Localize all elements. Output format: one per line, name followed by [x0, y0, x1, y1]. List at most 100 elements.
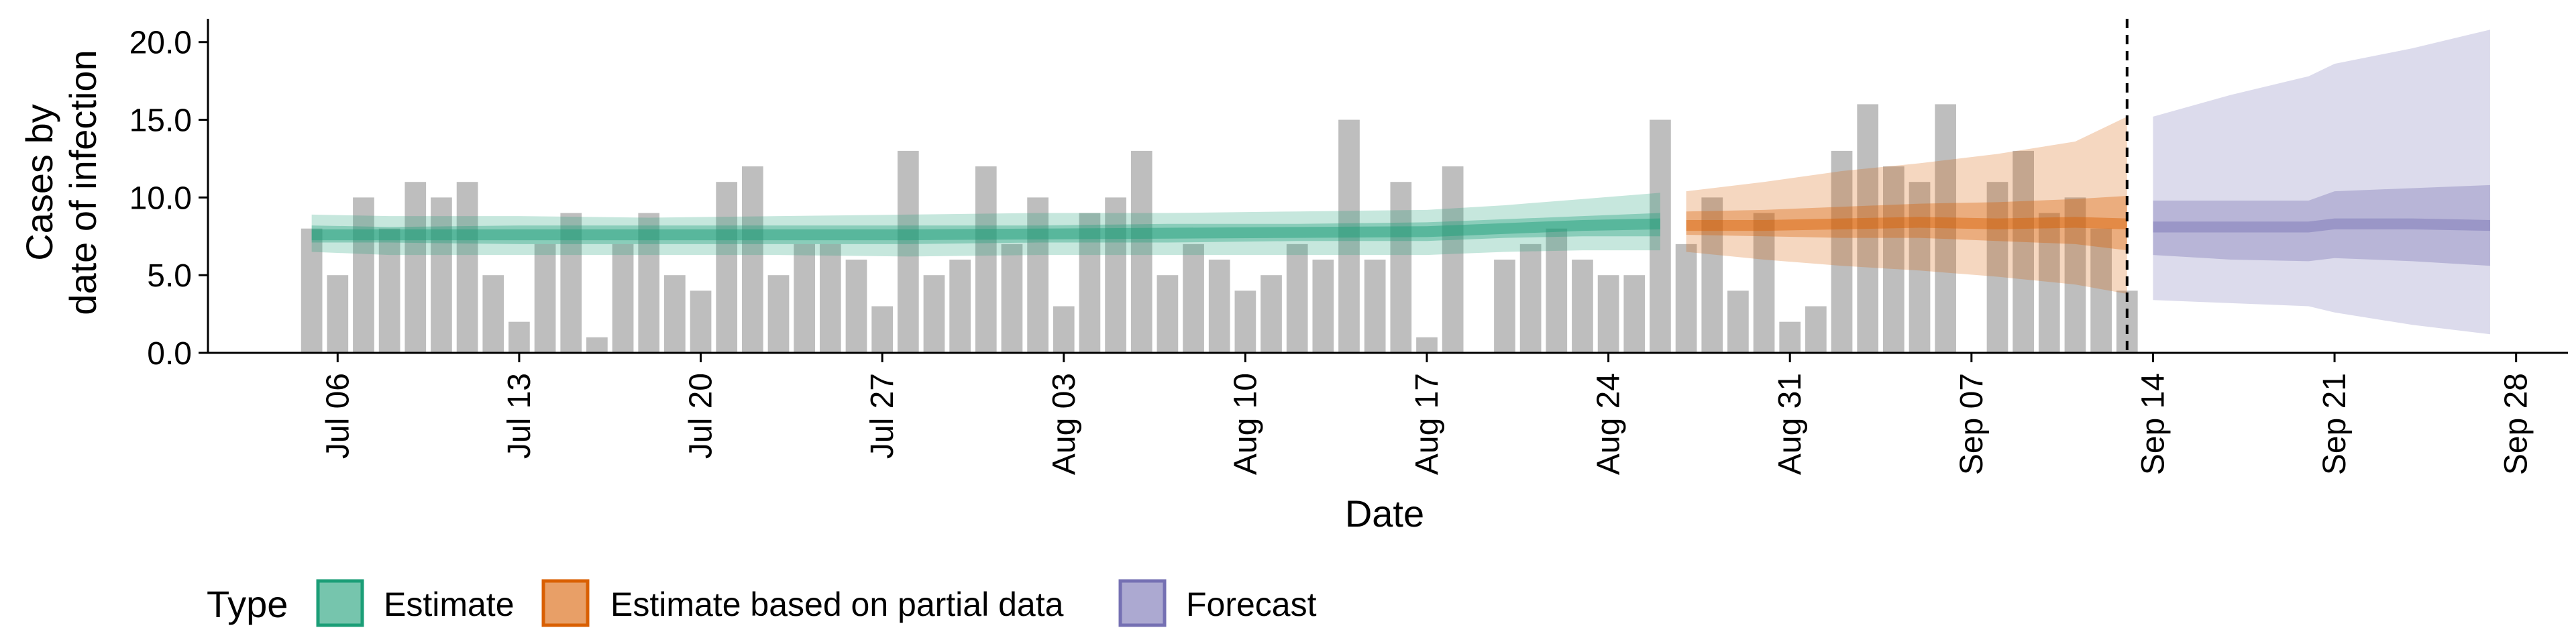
case-bar	[1494, 260, 1515, 353]
x-tick-label: Jul 27	[865, 373, 900, 459]
estimate-inner-ribbon	[311, 213, 1660, 244]
case-bar	[1883, 166, 1904, 353]
case-bar	[534, 244, 556, 353]
y-tick-label: 5.0	[147, 258, 192, 294]
case-bar	[1130, 150, 1152, 353]
legend-label-partial: Estimate based on partial data	[610, 586, 1064, 623]
case-bar	[1753, 213, 1775, 353]
plot-area	[301, 19, 2491, 353]
forecast-outer-ribbon	[2153, 30, 2491, 335]
legend-key-estimate	[316, 579, 364, 627]
x-tick-label: Aug 31	[1772, 373, 1808, 475]
case-bar	[1831, 150, 1853, 353]
case-bar	[819, 244, 841, 353]
case-bar	[378, 228, 400, 353]
forecast-inner-ribbon	[2153, 184, 2491, 266]
case-bar	[1416, 337, 1438, 353]
case-bar	[2038, 213, 2060, 353]
case-bar	[405, 182, 427, 353]
case-bar	[741, 166, 763, 353]
case-bar	[1727, 290, 1749, 353]
axes: 0.0 5.0 10.0 15.0 20.0 Jul 06 Jul 13 Jul 20 Jul …	[129, 19, 2568, 475]
case-bar	[431, 197, 452, 353]
estimate-median-band	[311, 218, 1660, 241]
case-bar	[975, 166, 997, 353]
case-bar	[586, 337, 608, 353]
case-bar	[845, 260, 867, 353]
case-bar	[1079, 213, 1101, 353]
case-bar	[1312, 260, 1334, 353]
x-tick-label: Aug 24	[1591, 373, 1627, 475]
case-bar	[1546, 228, 1568, 353]
estimate-based-on-partial-data-inner-ribbon	[1686, 196, 2127, 251]
case-bar	[327, 275, 349, 353]
case-bar	[1001, 244, 1023, 353]
x-tick-label: Jul 13	[502, 373, 537, 459]
case-bar	[482, 275, 504, 353]
case-bar	[1183, 244, 1204, 353]
case-bar	[1519, 244, 1542, 353]
case-bar	[2064, 197, 2086, 353]
legend-key-forecast	[1118, 579, 1167, 627]
case-bar	[1338, 119, 1360, 353]
case-bar	[1779, 321, 1801, 353]
case-bar	[1650, 119, 1671, 353]
case-bar	[1597, 275, 1619, 353]
x-tick-label: Jul 20	[684, 373, 719, 459]
case-bar	[949, 260, 971, 353]
case-bar	[301, 228, 323, 353]
case-bar	[353, 197, 374, 353]
case-bar	[794, 244, 816, 353]
y-axis-label-line-2: date of infection	[62, 50, 104, 315]
case-bar	[1572, 260, 1593, 353]
x-tick-label: Sep 14	[2135, 373, 2171, 475]
case-bar	[1623, 275, 1646, 353]
case-bar	[664, 275, 686, 353]
case-bar	[1986, 182, 2008, 353]
case-bar	[871, 306, 893, 353]
estimate-based-on-partial-data-median-band	[1686, 217, 2127, 231]
case-bar	[1027, 197, 1049, 353]
case-bar	[560, 213, 582, 353]
case-bar	[1105, 197, 1126, 353]
case-bar	[1909, 182, 1931, 353]
y-tick-label: 20.0	[129, 25, 192, 61]
case-bar	[1286, 244, 1308, 353]
legend: Type Estimate Estimate based on partial …	[207, 579, 1317, 627]
case-bar	[1935, 104, 1957, 353]
case-bar	[1675, 244, 1697, 353]
y-axis-label-line-1: Cases by	[18, 104, 60, 260]
case-bar	[1053, 306, 1075, 353]
case-bar	[1805, 306, 1827, 353]
estimate-based-on-partial-data-outer-ribbon	[1686, 116, 2127, 294]
case-bar	[897, 150, 919, 353]
case-bar	[1157, 275, 1179, 353]
case-bar	[2090, 228, 2112, 353]
x-tick-label: Sep 07	[1954, 373, 1990, 475]
x-tick-label: Aug 10	[1228, 373, 1263, 475]
legend-key-partial	[541, 579, 590, 627]
legend-title: Type	[207, 583, 288, 625]
case-bar	[1208, 260, 1230, 353]
case-bar	[767, 275, 790, 353]
case-bar	[690, 290, 712, 353]
x-tick-label: Aug 03	[1046, 373, 1082, 475]
case-bar	[2012, 150, 2035, 353]
case-bar	[1701, 197, 1723, 353]
x-tick-label: Jul 06	[320, 373, 356, 459]
x-tick-label: Sep 28	[2499, 373, 2534, 475]
y-tick-label: 15.0	[129, 103, 192, 139]
y-tick-label: 10.0	[129, 180, 192, 216]
case-bar	[923, 275, 945, 353]
legend-label-estimate: Estimate	[384, 586, 515, 623]
x-tick-label: Sep 21	[2317, 373, 2353, 475]
forecast-median-band	[2153, 218, 2491, 233]
case-bar	[1390, 182, 1412, 353]
case-bar	[1857, 104, 1879, 353]
x-axis-label: Date	[1345, 492, 1424, 535]
estimate-outer-ribbon	[311, 193, 1660, 257]
x-tick-label: Aug 17	[1409, 373, 1445, 475]
case-bar	[508, 321, 530, 353]
case-bar	[1234, 290, 1256, 353]
